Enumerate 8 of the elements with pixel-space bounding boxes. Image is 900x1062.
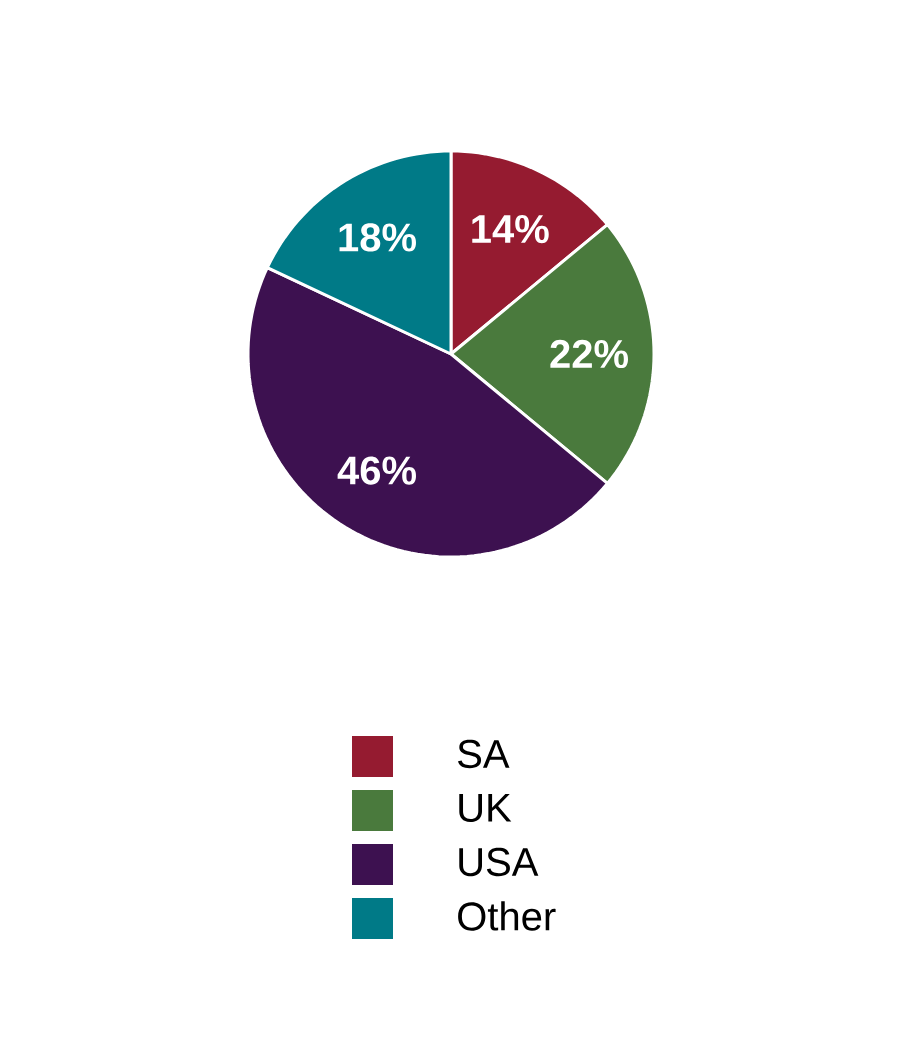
legend-label: UK [459,794,512,822]
data-label: 22% [550,339,628,369]
data-label: 18% [339,223,416,252]
legend-label: SA [458,739,510,769]
legend-label: Other [458,901,556,931]
legend-label: USA [459,847,539,877]
data-label: 46% [337,456,416,485]
data-label: 14% [472,215,549,244]
